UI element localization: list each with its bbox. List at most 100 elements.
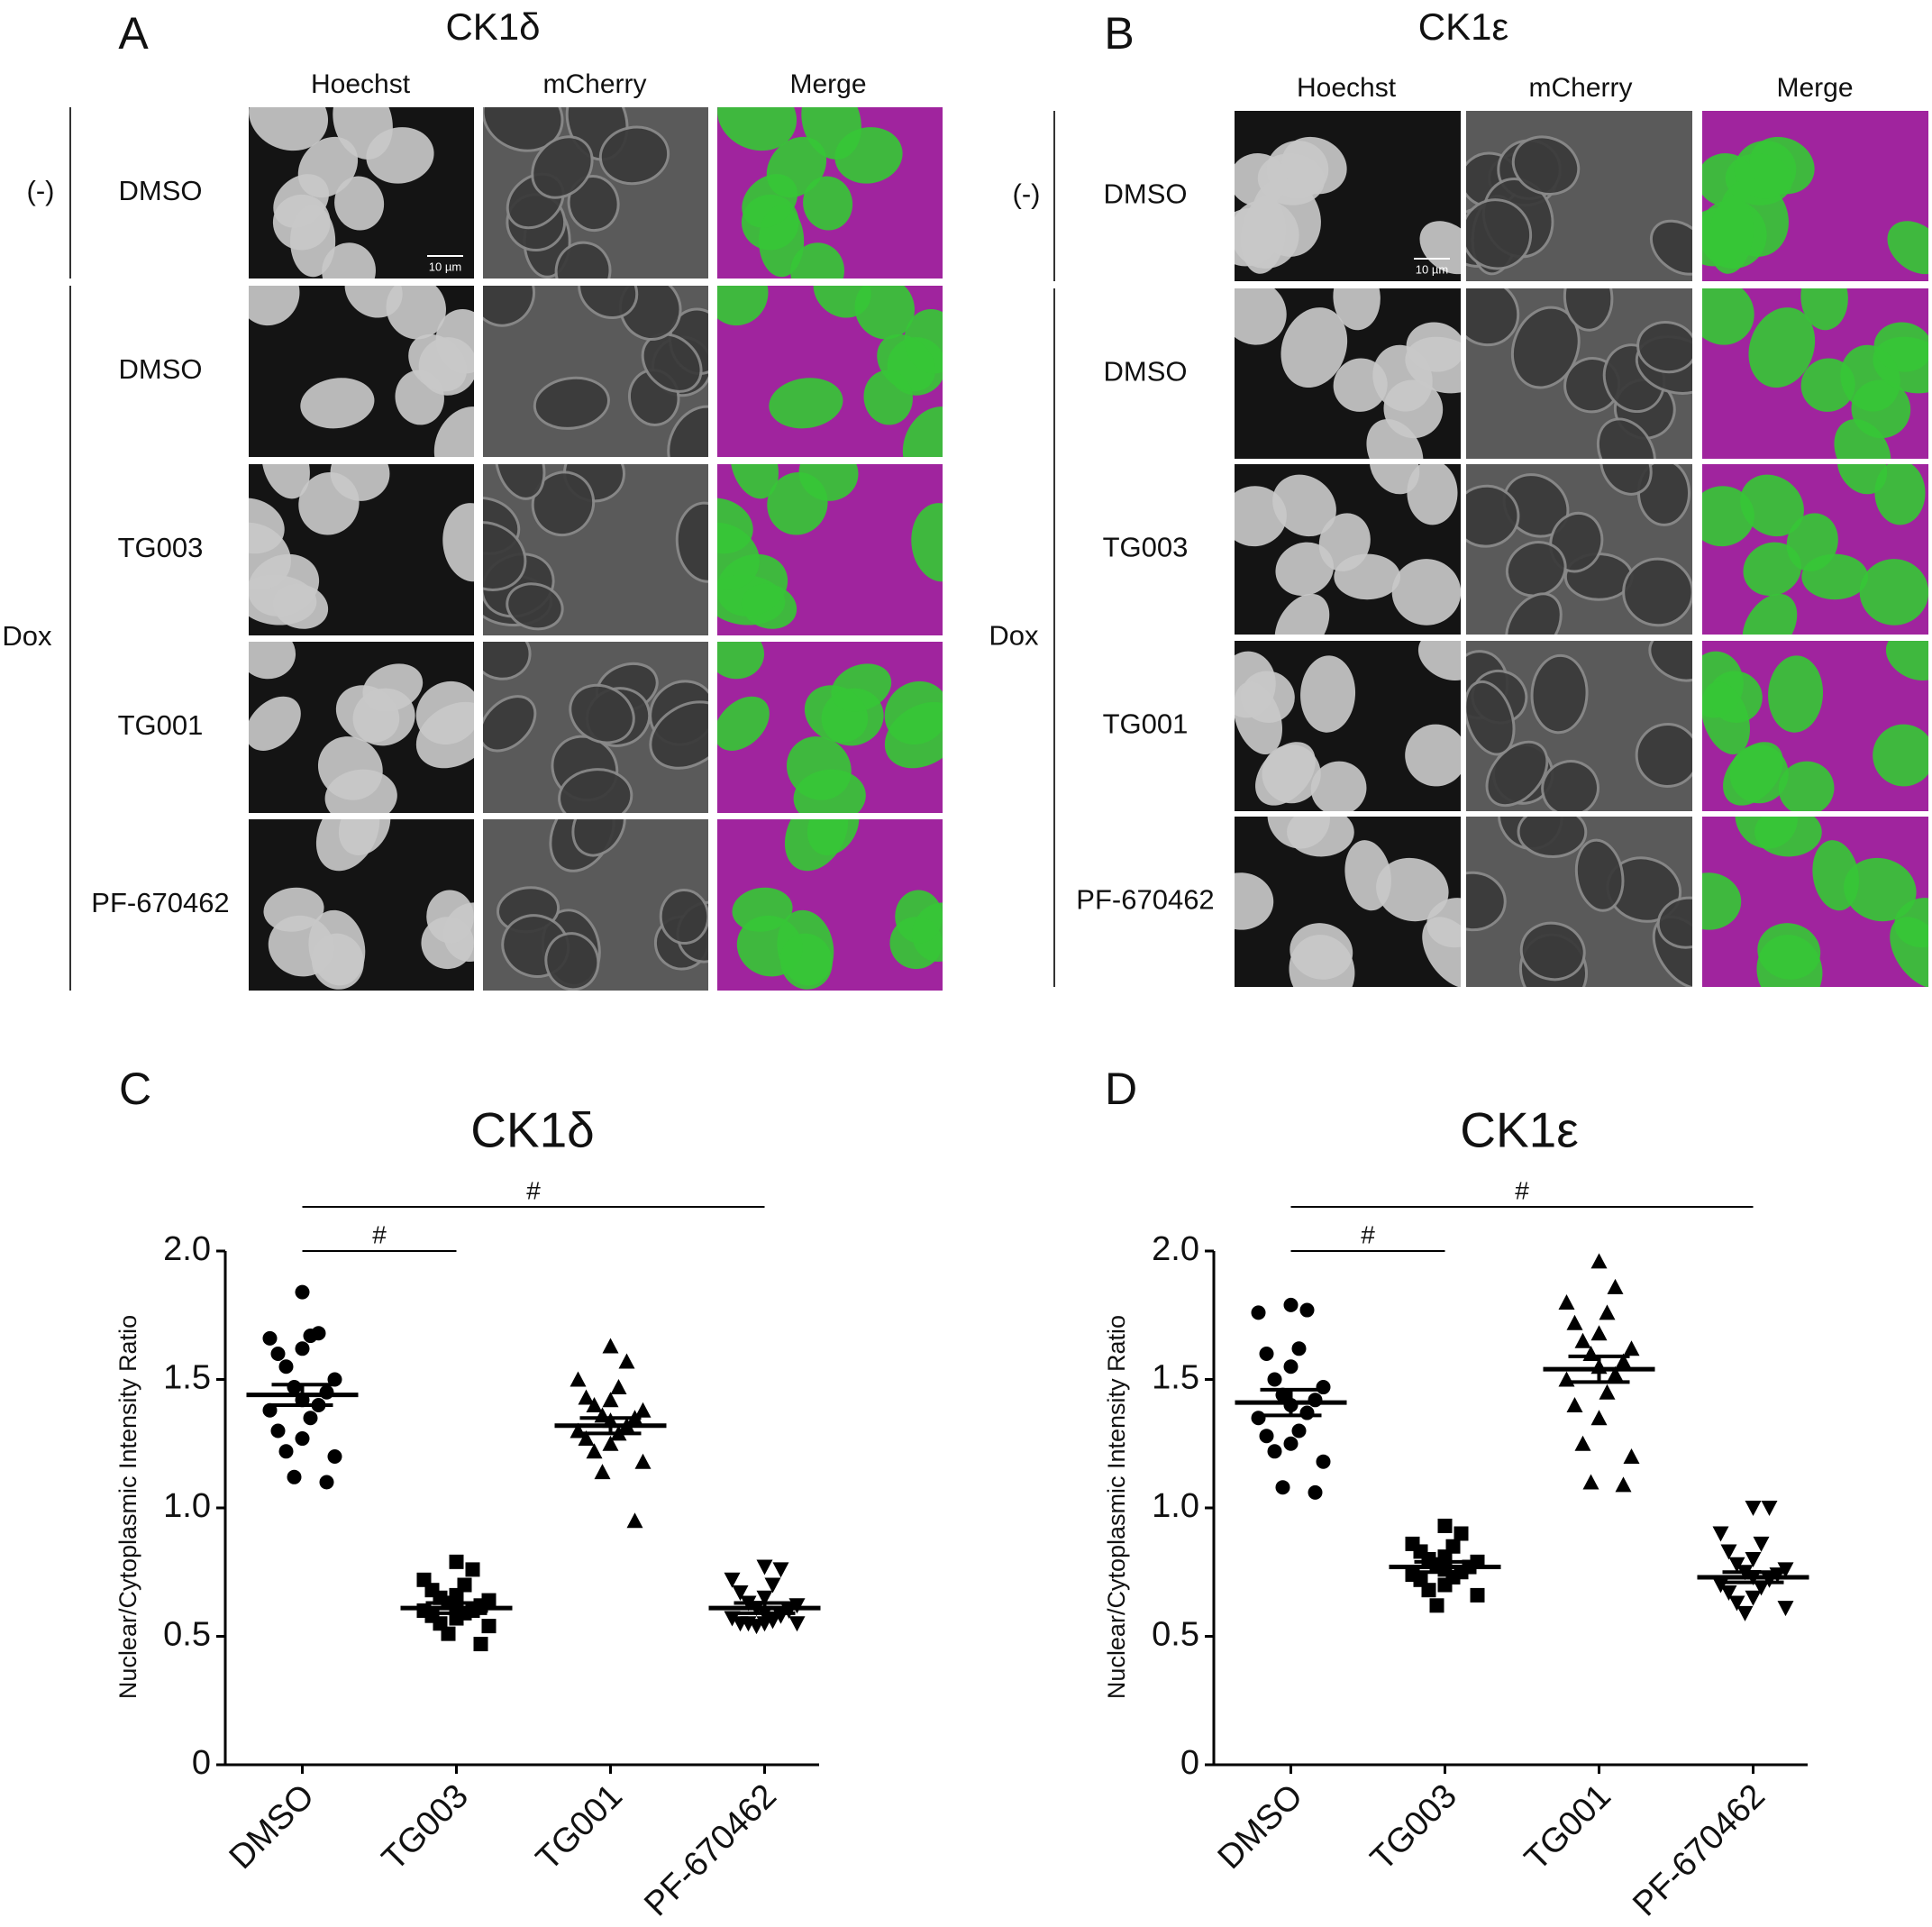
data-point (1558, 1294, 1575, 1310)
data-point (1251, 1411, 1266, 1426)
micrograph (1466, 288, 1692, 459)
data-point (1753, 1536, 1770, 1552)
row-label: DMSO (1104, 178, 1188, 210)
nucleus (790, 242, 844, 279)
data-point (772, 1562, 789, 1578)
data-point (610, 1379, 627, 1395)
nucleus (895, 890, 943, 944)
data-point (634, 1402, 652, 1418)
column-header: Hoechst (1297, 73, 1397, 103)
data-point (441, 1626, 456, 1641)
nucleus (297, 136, 359, 198)
data-point (570, 1371, 587, 1387)
data-point (1566, 1397, 1583, 1412)
significance-label: # (1361, 1220, 1375, 1248)
nucleus (1235, 681, 1282, 754)
data-point (1720, 1544, 1737, 1560)
micrograph (1466, 464, 1692, 635)
nucleus (1800, 288, 1848, 331)
nucleus (1656, 896, 1692, 949)
x-tick-label: PF-670462 (637, 1777, 784, 1922)
nucleus (483, 107, 564, 152)
data-point (270, 1423, 286, 1438)
data-point (756, 1559, 773, 1575)
data-point (1308, 1393, 1323, 1408)
nucleus (433, 406, 474, 457)
micrograph (249, 286, 474, 457)
error-bar (1722, 1570, 1784, 1585)
nucleus (1318, 513, 1371, 571)
nucleus (442, 503, 474, 582)
data-point (1558, 1371, 1575, 1387)
data-point (594, 1464, 611, 1480)
chart-title: CK1ε (1460, 1102, 1579, 1158)
data-point (1454, 1526, 1469, 1541)
data-point (1267, 1444, 1282, 1459)
micrograph: 10 µm (1235, 111, 1461, 281)
nucleus (717, 522, 760, 590)
data-point (1623, 1340, 1640, 1356)
nucleus (1748, 307, 1816, 388)
nucleus (1649, 219, 1692, 276)
nucleus (344, 286, 403, 318)
nucleus (1275, 542, 1335, 597)
nucleus (1235, 872, 1274, 930)
micrograph (1466, 641, 1692, 811)
nucleus (1754, 817, 1822, 857)
data-point (327, 1449, 342, 1464)
nucleus (494, 464, 546, 500)
data-point (1299, 1405, 1315, 1420)
nucleus (1859, 559, 1928, 626)
nucleus (261, 464, 310, 499)
column-header: mCherry (1528, 73, 1632, 103)
x-tick-label: TG001 (1517, 1777, 1618, 1878)
row-label: DMSO (119, 353, 203, 385)
nucleus (1274, 593, 1330, 635)
error-bar (734, 1601, 796, 1615)
nucleus (741, 583, 797, 629)
data-point (1615, 1353, 1632, 1369)
data-point (1316, 1380, 1331, 1395)
significance-label: # (1515, 1176, 1529, 1204)
micrograph (1702, 817, 1928, 987)
nucleus (334, 176, 385, 231)
micrograph (483, 107, 708, 279)
data-point (278, 1359, 294, 1374)
data-point (1777, 1601, 1794, 1617)
micrograph: 10 µm (249, 107, 474, 279)
nucleus (717, 286, 769, 326)
data-point (1574, 1332, 1591, 1348)
data-point (764, 1577, 781, 1594)
data-point (1283, 1436, 1299, 1451)
nucleus (1723, 742, 1783, 806)
data-point (1283, 1359, 1299, 1374)
row-label: TG001 (118, 709, 204, 741)
nucleus (1406, 322, 1461, 372)
micrograph (717, 819, 943, 991)
panel-title: CK1δ (445, 5, 540, 48)
data-point (1615, 1476, 1632, 1493)
y-axis-label: Nuclear/Cytoplasmic Intensity Ratio (1103, 1315, 1130, 1699)
nucleus (1417, 641, 1461, 681)
nucleus (1885, 641, 1928, 681)
data-point (473, 1637, 488, 1652)
data-point (1728, 1557, 1745, 1573)
nucleus (1300, 655, 1356, 733)
nucleus (1768, 655, 1824, 733)
data-point (1720, 1585, 1737, 1602)
nucleus (1235, 288, 1287, 345)
nucleus (1599, 464, 1653, 496)
data-point (1761, 1501, 1778, 1516)
data-point (1267, 1372, 1282, 1387)
nucleus (675, 501, 708, 583)
micrograph (1466, 111, 1692, 281)
nucleus (1574, 838, 1625, 912)
micrograph (717, 464, 943, 635)
x-tick-label: TG001 (529, 1777, 630, 1878)
data-point (1590, 1325, 1608, 1341)
micrograph (717, 642, 943, 813)
data-point (1437, 1577, 1453, 1593)
nucleus (483, 642, 532, 680)
nucleus (1391, 559, 1461, 626)
